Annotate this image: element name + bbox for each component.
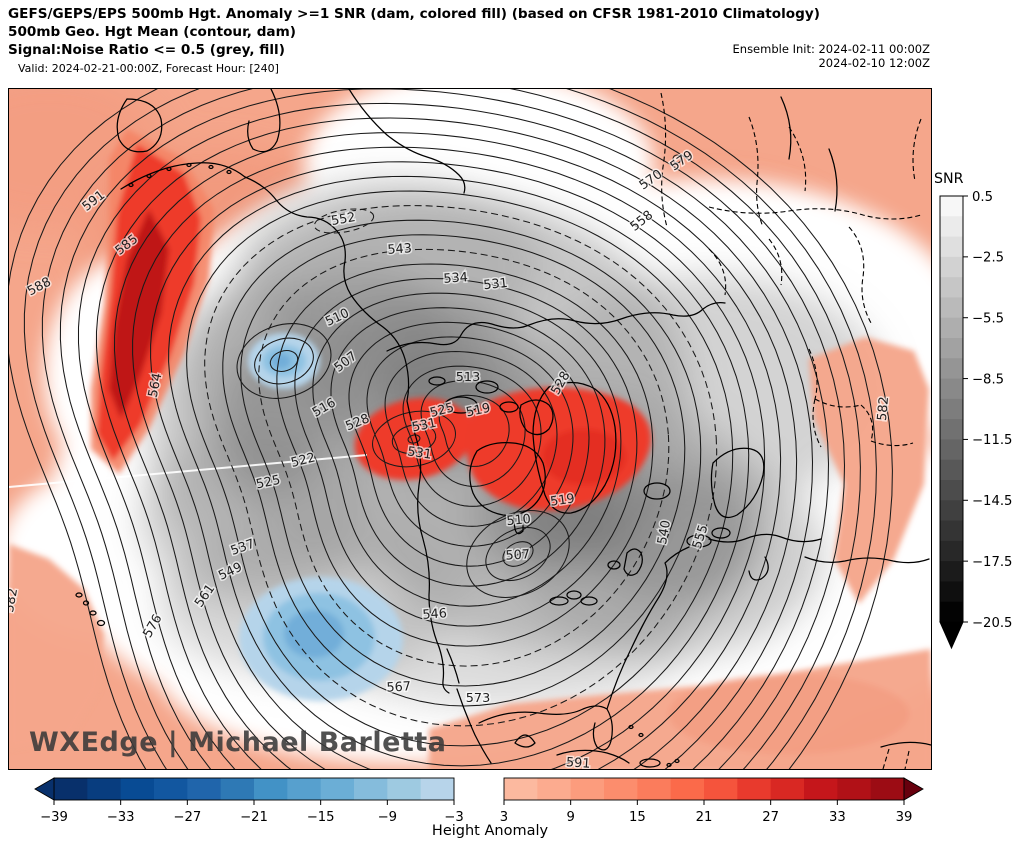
svg-text:27: 27 bbox=[762, 810, 779, 825]
svg-text:−3: −3 bbox=[444, 810, 463, 825]
svg-text:525: 525 bbox=[255, 473, 282, 493]
svg-text:SNR: SNR bbox=[934, 171, 964, 187]
svg-text:3: 3 bbox=[500, 810, 508, 825]
svg-text:15: 15 bbox=[629, 810, 646, 825]
ensemble-init-label-2: 2024-02-10 12:00Z bbox=[818, 56, 930, 70]
svg-text:519: 519 bbox=[549, 491, 575, 509]
svg-text:−8.5: −8.5 bbox=[972, 372, 1004, 387]
svg-text:−5.5: −5.5 bbox=[972, 312, 1004, 327]
svg-text:564: 564 bbox=[146, 372, 166, 399]
svg-text:531: 531 bbox=[483, 276, 509, 293]
svg-text:513: 513 bbox=[456, 370, 480, 385]
svg-text:−2.5: −2.5 bbox=[972, 251, 1004, 266]
svg-text:−21: −21 bbox=[240, 810, 268, 825]
svg-text:39: 39 bbox=[896, 810, 913, 825]
svg-text:−20.5: −20.5 bbox=[972, 616, 1012, 631]
title-line-1: GEFS/GEPS/EPS 500mb Hgt. Anomaly >=1 SNR… bbox=[8, 6, 820, 22]
svg-text:−39: −39 bbox=[40, 810, 68, 825]
svg-text:510: 510 bbox=[506, 512, 532, 529]
svg-text:−17.5: −17.5 bbox=[972, 555, 1012, 570]
svg-text:546: 546 bbox=[422, 606, 447, 623]
snr-colorbar: SNR 0.5 −2.5 −5.5 −8.5 −11.5 −14.5 −17.5 −20.5 bbox=[934, 171, 1012, 650]
valid-time-label: Valid: 2024-02-21-00:00Z, Forecast Hour:… bbox=[18, 62, 279, 75]
coastlines bbox=[75, 89, 931, 768]
svg-text:33: 33 bbox=[829, 810, 846, 825]
svg-text:573: 573 bbox=[466, 691, 490, 706]
ensemble-init-label-1: Ensemble Init: 2024-02-11 00:00Z bbox=[732, 42, 930, 56]
negative-anomaly-blobs bbox=[239, 333, 403, 701]
height-contours bbox=[9, 89, 893, 769]
svg-text:591: 591 bbox=[566, 755, 591, 769]
svg-text:507: 507 bbox=[505, 547, 530, 563]
title-line-3: Signal:Noise Ratio <= 0.5 (grey, fill) bbox=[8, 42, 285, 58]
title-line-2: 500mb Geo. Hgt Mean (contour, dam) bbox=[8, 24, 296, 40]
svg-text:519: 519 bbox=[465, 401, 492, 421]
svg-text:−14.5: −14.5 bbox=[972, 494, 1012, 509]
svg-text:0.5: 0.5 bbox=[972, 190, 993, 205]
svg-text:531: 531 bbox=[406, 444, 432, 462]
negative-anomaly-colorbar: −39 −33 −27 −21 −15 −9 −3 bbox=[34, 777, 464, 825]
svg-text:567: 567 bbox=[386, 679, 411, 695]
svg-text:−9: −9 bbox=[378, 810, 397, 825]
svg-text:21: 21 bbox=[696, 810, 713, 825]
svg-text:9: 9 bbox=[566, 810, 574, 825]
svg-text:−11.5: −11.5 bbox=[972, 433, 1012, 448]
svg-text:534: 534 bbox=[443, 270, 468, 287]
country-borders bbox=[660, 92, 922, 769]
svg-text:531: 531 bbox=[411, 416, 438, 436]
svg-text:540: 540 bbox=[655, 519, 674, 546]
svg-text:−15: −15 bbox=[307, 810, 335, 825]
strong-positive-anomaly-blobs bbox=[91, 129, 652, 511]
height-anomaly-axis-label: Height Anomaly bbox=[431, 823, 549, 839]
svg-text:−33: −33 bbox=[107, 810, 135, 825]
map-panel: 591 585 588 552 543 534 531 510 507 516 528 522 525 5… bbox=[8, 88, 932, 770]
svg-text:552: 552 bbox=[330, 210, 357, 229]
positive-anomaly-colorbar: 3 9 15 21 27 33 39 bbox=[500, 777, 924, 825]
positive-anomaly-patches bbox=[9, 337, 931, 769]
svg-text:543: 543 bbox=[387, 241, 412, 258]
svg-text:−27: −27 bbox=[173, 810, 201, 825]
svg-text:582: 582 bbox=[875, 396, 892, 422]
watermark: WXEdge | Michael Barletta bbox=[29, 727, 447, 758]
